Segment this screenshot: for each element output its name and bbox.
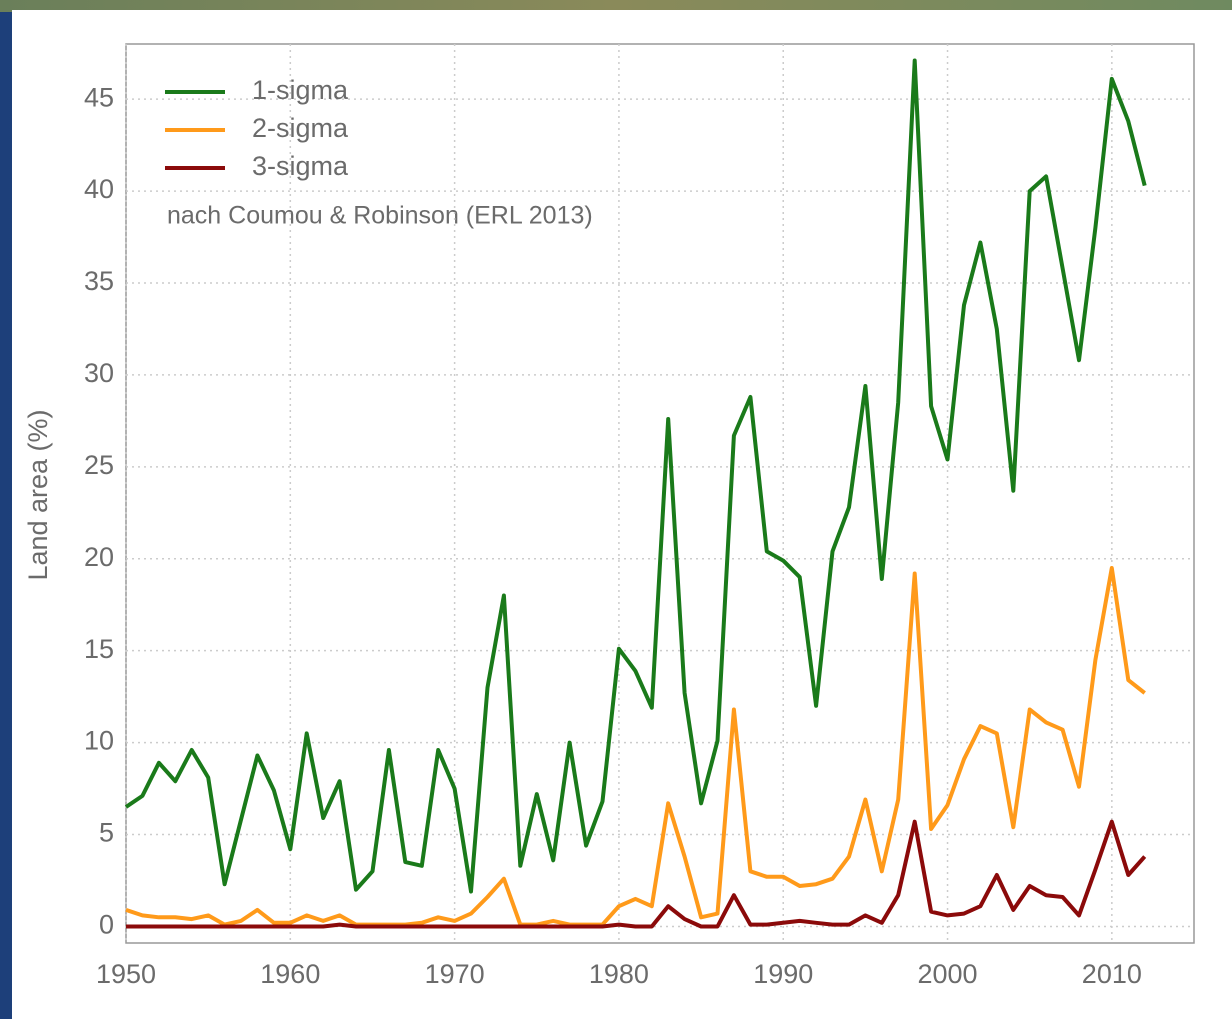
y-tick-label: 30 — [84, 358, 114, 388]
x-tick-label: 1970 — [425, 959, 485, 989]
x-tick-label: 2000 — [917, 959, 977, 989]
y-tick-label: 10 — [84, 726, 114, 756]
x-tick-label: 2010 — [1082, 959, 1142, 989]
y-tick-label: 5 — [99, 818, 114, 848]
line-series — [126, 819, 1147, 929]
x-tick-label: 1950 — [96, 959, 156, 989]
y-tick-label: 25 — [84, 450, 114, 480]
y-tick-label: 35 — [84, 266, 114, 296]
line-series — [124, 58, 1147, 894]
y-tick-label: 40 — [84, 174, 114, 204]
annotation: nach Coumou & Robinson (ERL 2013) — [167, 202, 593, 230]
x-tick-label: 1980 — [589, 959, 649, 989]
y-axis-label: Land area (%) — [23, 409, 53, 580]
plot-frame — [125, 43, 1195, 944]
y-tick-label: 0 — [99, 910, 114, 940]
x-tick-label: 1960 — [260, 959, 320, 989]
y-tick-label: 20 — [84, 542, 114, 572]
line-series — [125, 566, 1146, 927]
y-tick-label: 45 — [84, 82, 114, 112]
y-tick-label: 15 — [84, 634, 114, 664]
legend-label: 2-sigma — [252, 113, 349, 143]
x-tick-label: 1990 — [753, 959, 813, 989]
panel — [12, 10, 1232, 1019]
legend-label: 3-sigma — [252, 151, 349, 181]
legend-label: 1-sigma — [252, 75, 349, 105]
background-strip — [0, 0, 1232, 12]
